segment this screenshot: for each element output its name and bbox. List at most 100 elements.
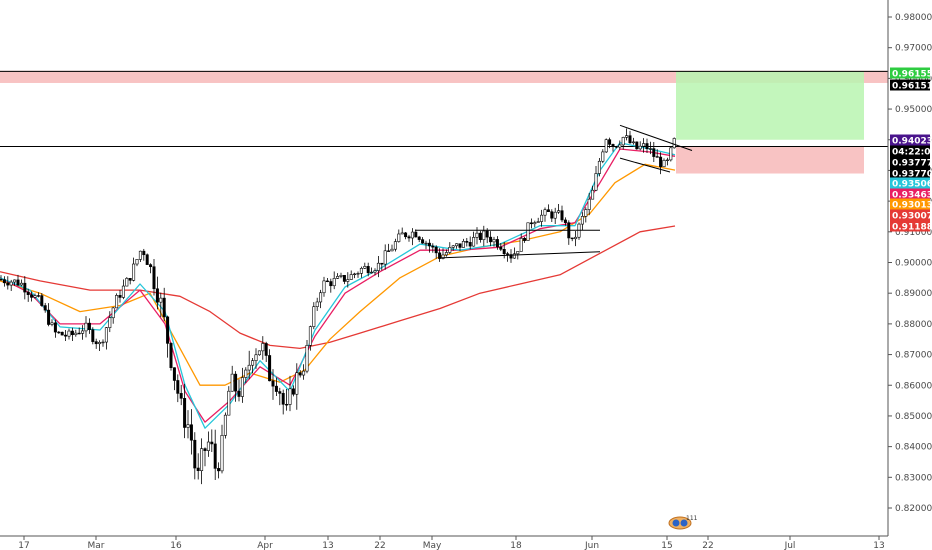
candle-body (142, 250, 146, 256)
candle-body (380, 262, 384, 265)
candle-body (23, 282, 27, 293)
candle-body (438, 252, 442, 259)
candle-body (618, 144, 622, 148)
price-box-label: 0.96155 (892, 70, 932, 80)
candle-body (366, 266, 370, 274)
price-box-label: 0.91188 (892, 223, 932, 233)
price-box: 0.96151 (890, 79, 932, 92)
candle-body (308, 326, 312, 346)
candle-body (580, 216, 584, 225)
y-tick-label: 0.82000 (895, 504, 932, 514)
candle-body (434, 246, 438, 254)
candle-body (132, 263, 136, 281)
price-box: 0.93013 (890, 198, 932, 211)
y-tick-label: 0.96000 (895, 74, 932, 84)
candle-body (319, 292, 323, 303)
price-box-bg (890, 209, 930, 221)
price-box-label: 0.93770 (892, 170, 932, 180)
candle-body (625, 135, 629, 138)
candle-body (98, 342, 102, 345)
candle-body (220, 435, 224, 472)
price-box-bg (890, 67, 930, 79)
candle-body (302, 370, 306, 376)
candle-body (597, 160, 601, 174)
candle-body (74, 332, 78, 336)
candle-body (404, 232, 408, 238)
candle-body (410, 231, 414, 239)
candle-body (312, 306, 316, 327)
candle-body (652, 148, 656, 157)
price-box-bg (890, 198, 930, 210)
trendlines (415, 124, 693, 259)
price-box: 0.93506 (890, 177, 932, 190)
candle-body (543, 209, 547, 216)
candle-body (152, 266, 156, 290)
candle-body (383, 250, 387, 265)
candle-body (407, 236, 411, 239)
candle-body (13, 279, 17, 283)
candle-body (451, 245, 455, 248)
price-box-bg (890, 220, 930, 232)
candle-body (482, 230, 486, 240)
candle-body (94, 341, 98, 345)
price-box: 0.94023 (890, 134, 932, 147)
candle-body (495, 239, 499, 248)
candle-body (210, 441, 214, 445)
x-tick-label: Jun (584, 541, 599, 550)
candle-body (101, 341, 105, 344)
price-box-label: 0.93506 (892, 180, 932, 190)
x-tick-label: Jul (784, 541, 796, 550)
candle-body (87, 322, 91, 330)
resistance-zone (0, 70, 888, 83)
candle-body (305, 345, 309, 372)
stop-zone (676, 146, 864, 174)
candle-body (570, 237, 574, 240)
price-box-bg (890, 145, 930, 157)
candle-body (662, 160, 666, 168)
y-tick-label: 0.86000 (895, 381, 932, 391)
candle-body (342, 275, 346, 282)
candle-body (237, 390, 241, 397)
candle-body (203, 448, 207, 451)
trendline-2 (439, 251, 601, 259)
trendline-4 (619, 157, 671, 173)
candle-body (183, 398, 187, 428)
candle-body (2, 279, 6, 284)
candle-body (118, 295, 122, 298)
candle-body (193, 439, 197, 469)
candle-body (628, 135, 632, 144)
price-box-bg (890, 79, 930, 91)
candle-body (9, 281, 13, 286)
candle-body (601, 151, 605, 162)
candle-body (608, 139, 612, 145)
candle-body (19, 282, 23, 286)
candle-body (30, 294, 34, 298)
candle-body (217, 468, 221, 472)
price-box-label: 0.93777 (892, 159, 932, 169)
candle-body (244, 369, 248, 378)
candle-body (291, 388, 295, 395)
candle-body (669, 147, 673, 161)
candle-body (604, 139, 608, 153)
logo-dot-icon (680, 519, 688, 527)
candle-body (370, 271, 374, 274)
price-box: 0.93007 (890, 209, 932, 222)
candle-body (295, 372, 299, 395)
candle-body (145, 254, 149, 265)
candle-body (179, 393, 183, 399)
candle-body (489, 236, 493, 243)
price-box: 0.93777 (890, 156, 932, 169)
candle-body (213, 443, 217, 469)
candle-body (553, 211, 557, 219)
candle-body (166, 316, 170, 344)
candle-body (125, 278, 129, 287)
candle-body (359, 267, 363, 274)
candle-body (84, 322, 88, 332)
y-tick-label: 0.83000 (895, 473, 932, 483)
candle-body (230, 373, 234, 392)
ma-mid-line (0, 148, 676, 423)
candles (0, 128, 676, 485)
candle-body (424, 242, 428, 245)
price-box: 0.93770 (890, 167, 932, 180)
